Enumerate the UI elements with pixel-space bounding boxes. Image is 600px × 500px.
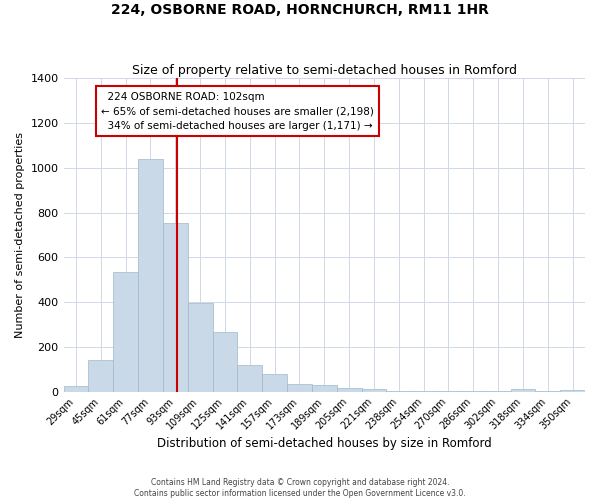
Bar [163,222,188,392]
Bar [64,386,88,392]
Bar [238,365,262,392]
Bar [511,390,535,392]
Text: 224, OSBORNE ROAD, HORNCHURCH, RM11 1HR: 224, OSBORNE ROAD, HORNCHURCH, RM11 1HR [111,2,489,16]
Bar [287,384,312,392]
Bar [262,374,287,392]
Bar [88,360,113,392]
Bar [312,385,337,392]
Bar [560,390,585,392]
X-axis label: Distribution of semi-detached houses by size in Romford: Distribution of semi-detached houses by … [157,437,491,450]
Bar [212,332,238,392]
Y-axis label: Number of semi-detached properties: Number of semi-detached properties [15,132,25,338]
Bar [188,303,212,392]
Bar [138,159,163,392]
Text: Contains HM Land Registry data © Crown copyright and database right 2024.
Contai: Contains HM Land Registry data © Crown c… [134,478,466,498]
Bar [386,390,411,392]
Title: Size of property relative to semi-detached houses in Romford: Size of property relative to semi-detach… [132,64,517,77]
Bar [337,388,362,392]
Text: 224 OSBORNE ROAD: 102sqm  
← 65% of semi-detached houses are smaller (2,198)
  3: 224 OSBORNE ROAD: 102sqm ← 65% of semi-d… [101,92,374,131]
Bar [362,390,386,392]
Bar [113,272,138,392]
